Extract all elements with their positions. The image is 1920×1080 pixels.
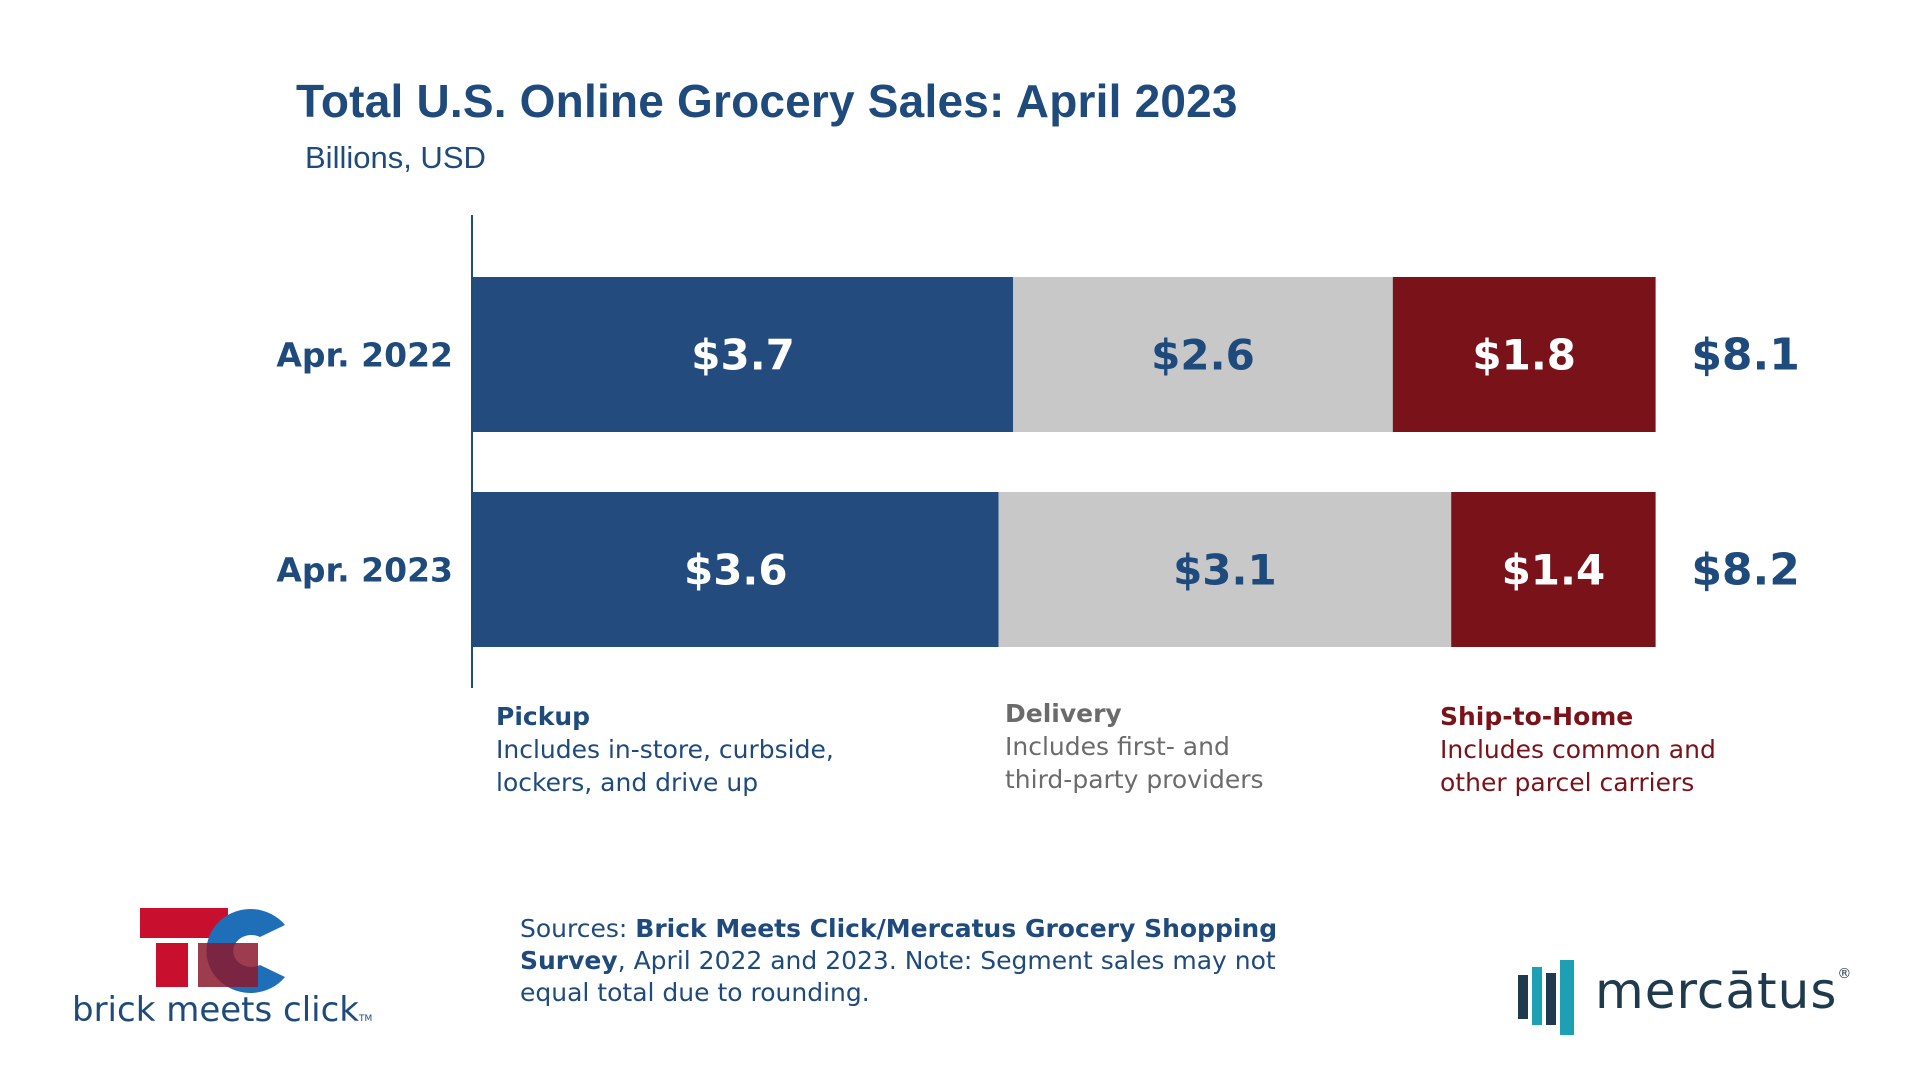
source-prefix: Sources: (520, 914, 636, 943)
legend-item-ship-to-home: Ship-to-Home Includes common and other p… (1440, 700, 1716, 799)
bar-value-label: $3.7 (691, 331, 795, 380)
bar-segment-ship-to-home (1392, 277, 1656, 432)
mercatus-logo-icon (1518, 960, 1574, 1035)
bar-segment-pickup (473, 277, 1014, 432)
source-rest: , April 2022 and 2023. Note: Segment sal… (520, 946, 1276, 1007)
total-label: $8.1 (1691, 330, 1800, 381)
bar-segment-delivery (998, 492, 1452, 647)
legend-pickup-name: Pickup (496, 702, 591, 731)
legend-item-pickup: Pickup Includes in-store, curbside, lock… (496, 700, 834, 799)
bar-value-label: $3.1 (1173, 546, 1277, 595)
bar-segment-ship-to-home (1451, 492, 1656, 647)
brick-meets-click-wordmark: brick meets clickTM (72, 990, 372, 1030)
bmc-trademark: TM (358, 1014, 373, 1024)
category-label: Apr. 2022 (276, 336, 453, 375)
bmc-wordmark-text: brick meets click (72, 990, 359, 1030)
category-label: Apr. 2023 (276, 551, 453, 590)
brick-meets-click-logo-icon (140, 908, 285, 993)
bar-value-label: $1.8 (1472, 331, 1576, 380)
bar-segment-pickup (473, 492, 999, 647)
legend-ship-name: Ship-to-Home (1440, 702, 1634, 731)
mercatus-wordmark-text: mercātus (1595, 962, 1838, 1020)
bar-value-label: $1.4 (1502, 546, 1606, 595)
chart-subtitle: Billions, USD (305, 140, 486, 175)
bar-value-label: $2.6 (1151, 331, 1255, 380)
source-name: Brick Meets Click/Mercatus Grocery Shopp… (520, 914, 1278, 975)
bar-segment-delivery (1013, 277, 1393, 432)
legend-pickup-description: Includes in-store, curbside, lockers, an… (496, 735, 834, 797)
mercatus-wordmark: mercātus® (1595, 962, 1852, 1020)
mercatus-registered: ® (1837, 966, 1853, 982)
source-note: Sources: Brick Meets Click/Mercatus Groc… (520, 913, 1320, 1009)
bar-value-label: $3.6 (684, 546, 788, 595)
total-label: $8.2 (1691, 545, 1800, 596)
legend-ship-description: Includes common and other parcel carrier… (1440, 735, 1716, 797)
chart-title: Total U.S. Online Grocery Sales: April 2… (296, 75, 1238, 127)
legend-delivery-description: Includes first- and third-party provider… (1005, 732, 1264, 794)
legend-item-delivery: Delivery Includes first- and third-party… (1005, 697, 1264, 796)
legend-delivery-name: Delivery (1005, 699, 1122, 728)
